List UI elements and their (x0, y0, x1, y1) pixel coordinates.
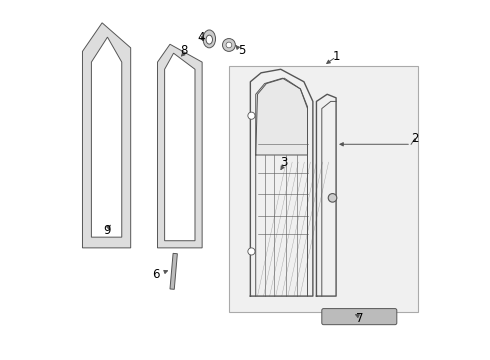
Text: 7: 7 (356, 312, 363, 325)
Text: 9: 9 (104, 224, 111, 237)
Text: 3: 3 (281, 156, 288, 168)
Circle shape (248, 248, 255, 255)
PathPatch shape (82, 23, 131, 248)
PathPatch shape (157, 44, 202, 248)
Circle shape (226, 42, 232, 48)
Circle shape (222, 39, 235, 51)
FancyBboxPatch shape (229, 66, 418, 312)
PathPatch shape (92, 37, 122, 237)
Circle shape (248, 112, 255, 119)
Ellipse shape (203, 30, 216, 48)
Circle shape (328, 194, 337, 202)
Text: 4: 4 (197, 31, 205, 44)
PathPatch shape (165, 53, 195, 241)
Text: 1: 1 (332, 50, 340, 63)
Ellipse shape (206, 35, 213, 44)
Text: 8: 8 (181, 44, 188, 57)
Text: 6: 6 (152, 268, 159, 281)
Bar (170, 253, 177, 289)
FancyBboxPatch shape (322, 309, 397, 325)
Polygon shape (256, 78, 308, 155)
Text: 2: 2 (411, 132, 418, 145)
Text: 5: 5 (238, 44, 245, 57)
